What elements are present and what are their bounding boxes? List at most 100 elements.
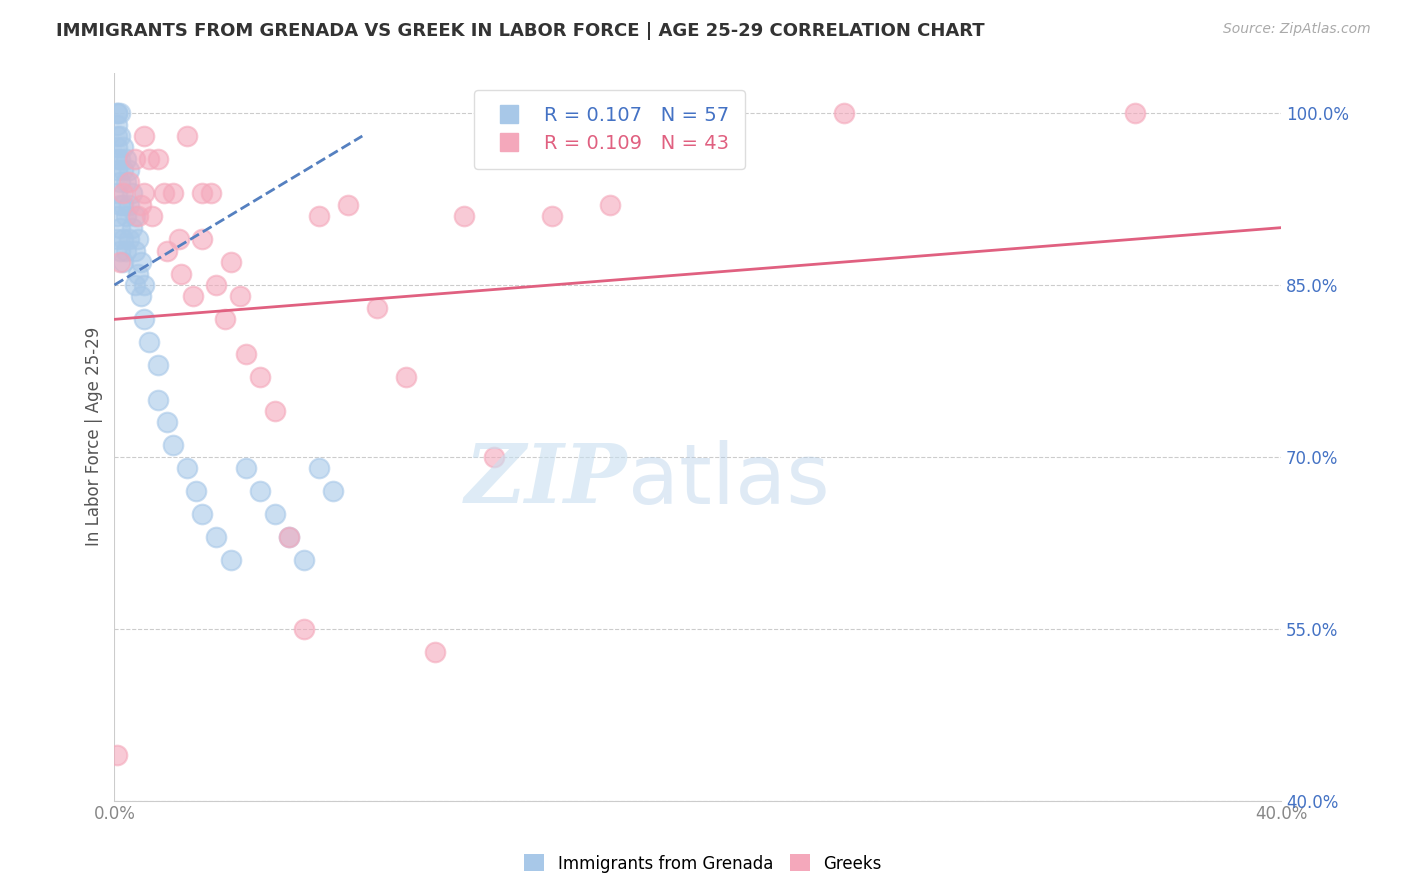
Point — [105, 152, 128, 166]
Point — [249, 484, 271, 499]
Point — [205, 277, 228, 292]
Point — [235, 461, 257, 475]
Point — [832, 106, 855, 120]
Point — [191, 232, 214, 246]
Point — [146, 358, 169, 372]
Point — [132, 312, 155, 326]
Point — [153, 186, 176, 201]
Point — [115, 209, 138, 223]
Point — [124, 209, 146, 223]
Point — [308, 461, 330, 475]
Point — [191, 186, 214, 201]
Point — [127, 267, 149, 281]
Y-axis label: In Labor Force | Age 25-29: In Labor Force | Age 25-29 — [86, 327, 103, 547]
Point — [322, 484, 344, 499]
Point — [118, 232, 141, 246]
Point — [105, 232, 128, 246]
Point — [292, 553, 315, 567]
Point — [146, 152, 169, 166]
Point — [200, 186, 222, 201]
Point — [112, 140, 135, 154]
Point — [118, 175, 141, 189]
Point — [395, 369, 418, 384]
Point — [366, 301, 388, 315]
Point — [1123, 106, 1146, 120]
Point — [292, 622, 315, 636]
Point — [105, 186, 128, 201]
Point — [105, 209, 128, 223]
Point — [162, 186, 184, 201]
Point — [181, 289, 204, 303]
Point — [110, 255, 132, 269]
Text: Source: ZipAtlas.com: Source: ZipAtlas.com — [1223, 22, 1371, 37]
Point — [124, 152, 146, 166]
Point — [214, 312, 236, 326]
Point — [599, 198, 621, 212]
Point — [105, 106, 128, 120]
Point — [105, 747, 128, 762]
Point — [205, 530, 228, 544]
Point — [118, 163, 141, 178]
Text: atlas: atlas — [627, 440, 830, 521]
Point — [105, 163, 128, 178]
Point — [336, 198, 359, 212]
Point — [132, 186, 155, 201]
Point — [156, 244, 179, 258]
Text: IMMIGRANTS FROM GRENADA VS GREEK IN LABOR FORCE | AGE 25-29 CORRELATION CHART: IMMIGRANTS FROM GRENADA VS GREEK IN LABO… — [56, 22, 984, 40]
Point — [105, 128, 128, 143]
Point — [129, 255, 152, 269]
Point — [167, 232, 190, 246]
Point — [146, 392, 169, 407]
Point — [124, 244, 146, 258]
Point — [129, 289, 152, 303]
Point — [482, 450, 505, 464]
Point — [110, 106, 132, 120]
Point — [112, 232, 135, 246]
Point — [105, 106, 128, 120]
Point — [110, 152, 132, 166]
Point — [219, 255, 242, 269]
Point — [110, 128, 132, 143]
Point — [308, 209, 330, 223]
Point — [112, 163, 135, 178]
Point — [112, 186, 135, 201]
Point — [132, 128, 155, 143]
Point — [453, 209, 475, 223]
Point — [121, 186, 143, 201]
Point — [138, 152, 160, 166]
Point — [541, 209, 564, 223]
Point — [118, 198, 141, 212]
Point — [127, 209, 149, 223]
Point — [110, 175, 132, 189]
Point — [127, 232, 149, 246]
Point — [105, 118, 128, 132]
Point — [115, 175, 138, 189]
Text: ZIP: ZIP — [465, 441, 627, 520]
Point — [686, 106, 709, 120]
Point — [219, 553, 242, 567]
Point — [162, 438, 184, 452]
Point — [191, 507, 214, 521]
Point — [115, 152, 138, 166]
Point — [138, 335, 160, 350]
Point — [141, 209, 163, 223]
Point — [115, 244, 138, 258]
Point — [263, 507, 285, 521]
Point — [132, 277, 155, 292]
Point — [170, 267, 193, 281]
Point — [124, 277, 146, 292]
Point — [263, 404, 285, 418]
Point — [112, 198, 135, 212]
Point — [249, 369, 271, 384]
Legend: R = 0.107   N = 57, R = 0.109   N = 43: R = 0.107 N = 57, R = 0.109 N = 43 — [474, 90, 745, 169]
Point — [184, 484, 207, 499]
Point — [105, 140, 128, 154]
Point — [278, 530, 301, 544]
Point — [112, 255, 135, 269]
Point — [110, 198, 132, 212]
Legend: Immigrants from Grenada, Greeks: Immigrants from Grenada, Greeks — [517, 847, 889, 880]
Point — [121, 220, 143, 235]
Point — [176, 461, 198, 475]
Point — [156, 416, 179, 430]
Point — [235, 347, 257, 361]
